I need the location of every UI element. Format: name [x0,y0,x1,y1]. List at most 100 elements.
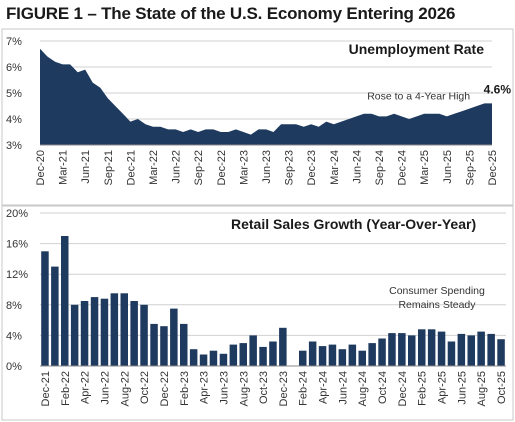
retail-bar [477,331,485,366]
retail-bar [160,326,168,366]
retail-chart-title: Retail Sales Growth (Year-Over-Year) [231,216,476,232]
retail-bar [110,293,119,366]
retail-bar [269,341,277,366]
retail-sales-chart: 0% 4% 8% 12% 16% 20% Dec-21 Feb-22 Apr-22 Jun-22 A… [6,208,508,406]
unemployment-annotation: Rose to a 4-Year High [367,91,470,103]
unemployment-x-tick: Sep-24 [374,150,386,185]
unemployment-x-tick: Sep-23 [284,150,296,185]
unemployment-x-tick: Jun-25 [442,150,454,184]
retail-x-tick: Jun-22 [99,371,111,405]
retail-bar [388,333,396,366]
retail-bar [427,329,436,366]
unemployment-x-tick: Dec-20 [35,150,47,185]
retail-y-tick: 0% [6,361,22,373]
retail-annotation: Remains Steady [398,299,476,311]
retail-annotation: Consumer Spending [389,285,485,297]
retail-x-tick: Oct-24 [377,371,389,404]
retail-x-tick: Aug-23 [238,371,250,406]
unemployment-x-tick: Jun-22 [171,150,183,184]
unemployment-y-tick: 4% [6,114,22,126]
unemployment-y-tick: 5% [6,88,22,100]
unemployment-chart: 3% 4% 5% 6% 7% Dec-20 Mar-21 Jun-21 Sep-21 Dec-21… [6,36,511,185]
unemployment-x-tick: Mar-25 [419,150,431,185]
retail-bar [61,236,69,366]
retail-panel [1,205,514,421]
unemployment-area [40,48,492,145]
unemployment-x-tick: Jun-21 [80,150,92,184]
retail-x-tick: Feb-24 [298,371,310,406]
retail-x-tick: Apr-24 [318,371,330,404]
retail-bar [368,343,376,366]
retail-x-tick: Aug-25 [476,371,488,406]
retail-bar [90,297,99,366]
retail-y-tick: 16% [6,239,28,251]
figure-title: FIGURE 1 – The State of the U.S. Economy… [6,4,456,23]
retail-x-tick: Aug-22 [119,371,131,406]
retail-bar [328,344,337,366]
retail-bar [418,329,426,366]
retail-bar [318,346,327,366]
retail-x-tick: Feb-22 [60,371,72,406]
retail-bar [467,335,475,366]
unemployment-x-tick: Dec-24 [397,150,409,185]
unemployment-x-tick: Dec-23 [306,150,318,185]
retail-bar [80,301,89,366]
unemployment-y-tick: 7% [6,36,22,48]
retail-bar [219,353,228,366]
retail-bar [348,344,357,366]
retail-x-tick: Jun-24 [337,371,349,405]
retail-y-tick: 20% [6,208,28,220]
retail-bar [170,308,178,366]
unemployment-y-tick: 3% [6,140,22,152]
retail-bar [398,333,406,366]
retail-x-tick: Dec-24 [397,371,409,406]
retail-x-tick: Oct-25 [496,371,508,404]
unemployment-chart-title: Unemployment Rate [349,41,485,57]
retail-x-tick: Dec-22 [159,371,171,406]
retail-bar [70,304,79,366]
unemployment-x-tick: Sep-21 [103,150,115,185]
retail-bar [229,344,238,366]
retail-bar [437,331,446,366]
retail-x-tick: Jun-25 [456,371,468,405]
retail-x-tick: Jun-23 [218,371,230,405]
retail-bar [239,343,247,366]
retail-x-tick: Apr-22 [80,371,92,404]
retail-y-tick: 4% [6,330,22,342]
retail-bar [408,335,416,366]
retail-bar [140,304,148,366]
unemployment-x-tick: Sep-22 [193,150,205,185]
retail-x-tick: Dec-23 [278,371,290,406]
retail-bar [378,338,386,366]
retail-x-tick: Feb-25 [417,371,429,406]
retail-bar [358,350,366,366]
retail-x-tick: Apr-23 [199,371,211,404]
retail-bar [100,298,109,366]
retail-bar [447,341,456,366]
retail-bar [457,333,466,366]
retail-bar [51,266,59,366]
retail-bar [189,349,198,366]
retail-bar [120,293,128,366]
retail-y-tick: 12% [6,269,28,281]
retail-bar [308,341,317,366]
unemployment-x-tick: Mar-21 [58,150,70,185]
retail-bar [259,346,267,366]
unemployment-y-tick: 6% [6,62,22,74]
unemployment-x-tick: Jun-24 [351,150,363,184]
retail-bar [150,323,158,366]
retail-x-tick: Oct-23 [258,371,270,404]
retail-bar [299,350,307,366]
retail-x-tick: Dec-21 [40,371,52,406]
retail-bar [41,251,49,367]
retail-bar [130,301,138,366]
retail-bar [199,354,208,366]
retail-bar [249,335,257,366]
retail-x-tick: Aug-24 [357,371,369,406]
unemployment-x-tick: Mar-24 [329,150,341,185]
retail-bar [497,339,505,366]
unemployment-x-tick: Dec-21 [125,150,137,185]
retail-x-tick: Feb-23 [179,371,191,406]
retail-bar [487,333,495,366]
